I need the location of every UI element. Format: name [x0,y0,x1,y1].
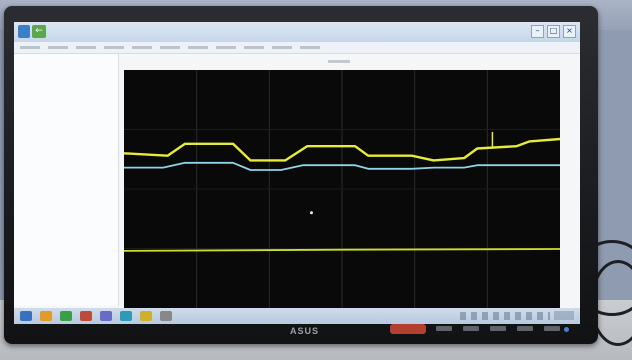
monitor-buttons [436,326,560,331]
menu-items[interactable] [20,46,320,49]
minimize-icon[interactable]: – [531,25,544,38]
taskbar [14,308,580,324]
taskbar-app-icon[interactable] [40,311,52,321]
plot-title [328,60,350,63]
app-icon [18,25,30,38]
oscilloscope-plot[interactable] [124,70,560,308]
monitor-button[interactable] [517,326,533,331]
taskbar-app-icon[interactable] [100,311,112,321]
back-arrow-icon[interactable]: ← [32,25,46,38]
trace-line [124,137,560,162]
power-led-icon [564,327,569,332]
plot-title-area [118,54,566,70]
taskbar-app-icon[interactable] [120,311,132,321]
left-panel [14,54,119,306]
mouse-cursor-icon [309,211,313,215]
monitor-button[interactable] [436,326,452,331]
system-tray[interactable] [460,312,550,320]
taskbar-app-icon[interactable] [160,311,172,321]
monitor: ← – □ × ASUS [4,6,598,344]
trace-line [124,161,560,171]
taskbar-app-icon[interactable] [60,311,72,321]
window-controls: – □ × [531,25,576,38]
badge-icon [390,324,426,334]
close-icon[interactable]: × [563,25,576,38]
trace-line [124,248,560,252]
scope-svg [124,70,560,308]
monitor-screen: ← – □ × [14,22,580,324]
monitor-button[interactable] [490,326,506,331]
clock[interactable] [554,311,574,320]
taskbar-app-icon[interactable] [140,311,152,321]
window-titlebar: ← – □ × [14,22,580,42]
monitor-button[interactable] [544,326,560,331]
brand-logo: ASUS [290,326,320,336]
taskbar-app-icon[interactable] [80,311,92,321]
monitor-button[interactable] [463,326,479,331]
menu-bar[interactable] [14,42,580,54]
taskbar-app-icon[interactable] [20,311,32,321]
maximize-icon[interactable]: □ [547,25,560,38]
taskbar-icons [20,311,172,321]
